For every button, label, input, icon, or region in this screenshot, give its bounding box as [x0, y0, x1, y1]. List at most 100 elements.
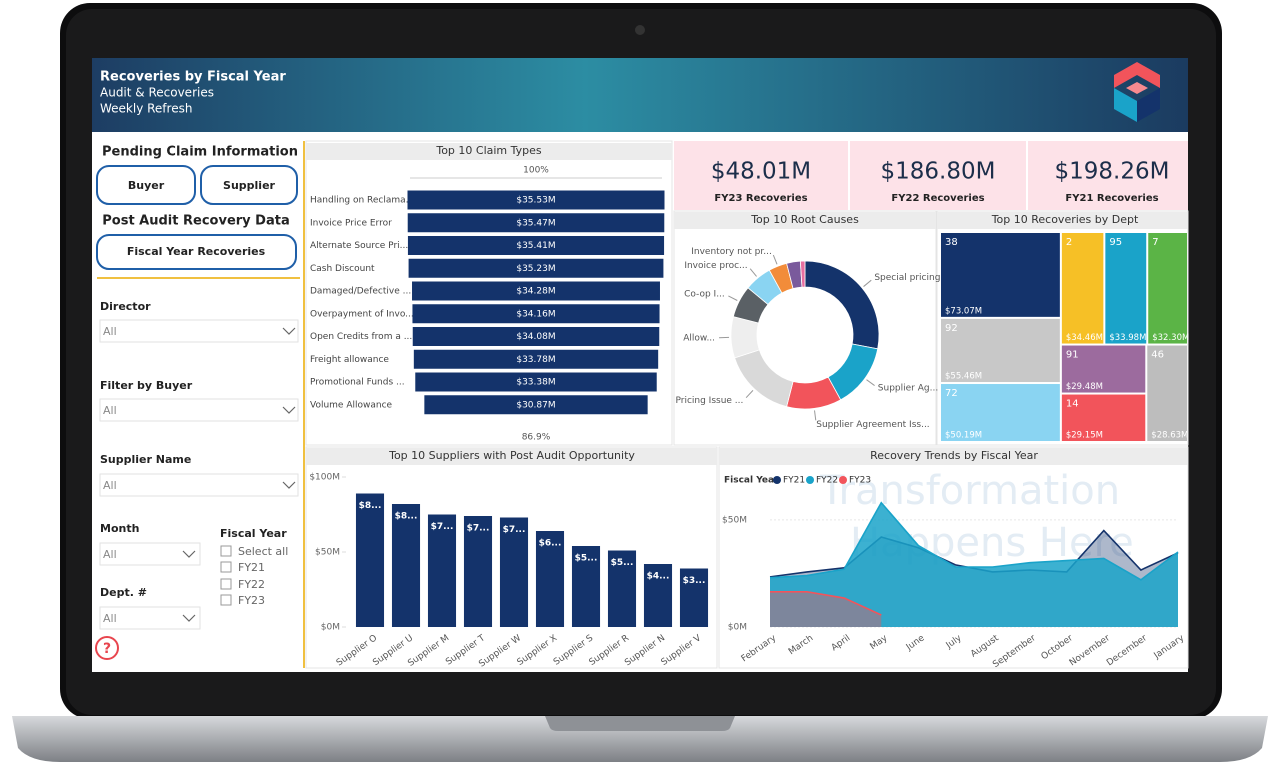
category-label: Supplier Agreement Iss... — [816, 420, 929, 430]
area — [770, 591, 882, 627]
kpi-label: FY23 Recoveries — [714, 193, 807, 204]
dropdown[interactable] — [99, 398, 299, 422]
help-icon-label[interactable]: ? — [103, 641, 111, 657]
button-label[interactable]: Buyer — [128, 179, 165, 192]
cell-value: $50.19M — [945, 431, 982, 441]
kpi-card — [674, 141, 848, 210]
panel-title-bar — [306, 143, 672, 160]
header-bar — [92, 58, 1188, 132]
checkbox[interactable] — [220, 578, 232, 590]
camera — [635, 25, 645, 35]
category-label: Overpayment of Invo... — [310, 309, 414, 319]
checkbox[interactable] — [220, 594, 232, 606]
area — [770, 502, 1178, 627]
button[interactable] — [96, 234, 297, 270]
cell-category: 92 — [945, 323, 958, 334]
funnel-bar — [407, 236, 665, 255]
category-label: Co-op I... — [684, 290, 725, 300]
button[interactable] — [96, 165, 196, 205]
value-label: $7... — [503, 525, 526, 535]
checkbox[interactable] — [220, 561, 232, 573]
cell-value: $55.46M — [945, 372, 982, 382]
bar — [679, 568, 709, 627]
funnel-bar — [415, 372, 657, 392]
bar — [391, 504, 421, 627]
funnel-bar — [424, 395, 648, 415]
category-label: Freight allowance — [310, 355, 389, 365]
filter-label: Supplier Name — [100, 453, 191, 466]
bar — [499, 517, 529, 627]
leader-line — [772, 254, 778, 265]
value-label: $35.47M — [516, 218, 555, 228]
dropdown-value[interactable]: All — [103, 548, 117, 561]
funnel-bar — [413, 349, 659, 369]
checkbox-label[interactable]: Select all — [238, 545, 288, 558]
value-label: $35.53M — [516, 196, 555, 206]
donut-segment — [799, 260, 806, 288]
value-label: $7... — [467, 524, 490, 534]
category-label: Inventory not pr... — [691, 247, 772, 257]
category-label: Allow... — [683, 333, 715, 343]
treemap-cell — [941, 318, 1060, 383]
value-label: $34.28M — [516, 287, 555, 297]
category-label: Alternate Source Pri... — [310, 241, 408, 251]
button[interactable] — [200, 165, 298, 205]
value-label: $35.41M — [516, 241, 555, 251]
leader-line — [749, 268, 757, 277]
funnel-top-label: 100% — [523, 166, 549, 176]
y-tick-label: $50M — [722, 515, 747, 525]
value-label: $30.87M — [516, 400, 555, 410]
cell-category: 14 — [1066, 399, 1079, 410]
dropdown-value[interactable]: All — [103, 325, 117, 338]
dropdown-value[interactable]: All — [103, 612, 117, 625]
treemap-cell — [1147, 345, 1187, 441]
legend-swatch — [806, 476, 814, 484]
y-tick-label: $0M — [321, 623, 340, 633]
chevron — [282, 327, 296, 335]
dropdown-value[interactable]: All — [103, 404, 117, 417]
category-label: Damaged/Defective ... — [310, 287, 411, 297]
category-label: Supplier Ag... — [878, 383, 938, 393]
cell-category: 72 — [945, 388, 958, 399]
dropdown[interactable] — [99, 473, 299, 497]
treemap-cell — [1148, 233, 1187, 344]
cell-value: $33.98M — [1109, 333, 1146, 343]
dropdown[interactable] — [99, 606, 201, 630]
cell-category: 46 — [1151, 350, 1164, 361]
value-label: $8... — [359, 501, 382, 511]
category-label: Volume Allowance — [310, 400, 393, 410]
dropdown[interactable] — [99, 319, 299, 343]
cell-value: $73.07M — [945, 306, 982, 316]
checkbox-label[interactable]: FY21 — [238, 561, 265, 574]
checkbox-label[interactable]: FY23 — [238, 594, 265, 607]
treemap-cell — [1105, 233, 1147, 344]
funnel-bottom-label: 86.9% — [522, 433, 551, 443]
line — [769, 501, 1179, 581]
bar — [427, 514, 457, 627]
checkbox-label[interactable]: FY22 — [238, 578, 265, 591]
value-label: $33.38M — [516, 378, 555, 388]
panel-title: Recovery Trends by Fiscal Year — [870, 449, 1038, 462]
button-label[interactable]: Supplier — [223, 179, 276, 192]
filter-label: Director — [100, 300, 151, 313]
help-icon[interactable] — [95, 636, 119, 660]
button-label[interactable]: Fiscal Year Recoveries — [127, 245, 266, 258]
filter-label: Fiscal Year — [220, 527, 287, 540]
section-title: Post Audit Recovery Data — [102, 214, 289, 229]
leader-line — [814, 410, 817, 421]
leader-line — [866, 379, 875, 386]
panel-title: Top 10 Suppliers with Post Audit Opportu… — [388, 449, 635, 462]
dropdown-value[interactable]: All — [103, 479, 117, 492]
category-label: Handling on Reclama... — [310, 196, 414, 206]
laptop-base — [12, 716, 1268, 762]
bar — [463, 516, 493, 627]
legend-title: Fiscal Year — [724, 476, 779, 486]
filter-label: Filter by Buyer — [100, 379, 193, 392]
funnel-bar — [407, 213, 665, 233]
funnel-bar — [412, 281, 660, 301]
dropdown[interactable] — [99, 542, 201, 566]
funnel-bar — [412, 304, 660, 324]
checkbox[interactable] — [220, 545, 232, 557]
logo — [1114, 62, 1160, 122]
